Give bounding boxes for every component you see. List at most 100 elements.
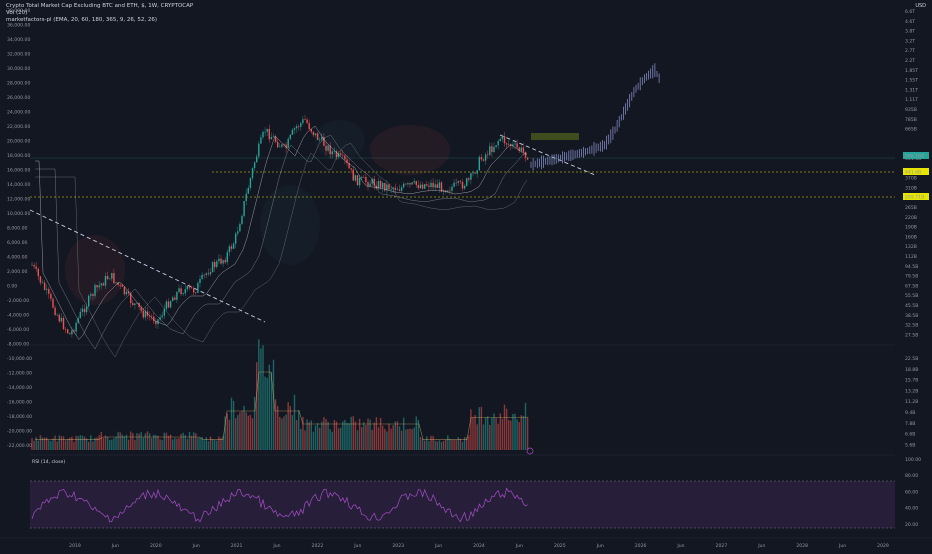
symbol-title[interactable]: Crypto Total Market Cap Excluding BTC an… <box>6 3 194 9</box>
volume-bar <box>85 438 88 450</box>
volume-bar <box>90 435 92 450</box>
candle-body <box>67 329 69 334</box>
candle-body <box>289 134 291 139</box>
candle-body <box>260 137 262 144</box>
candle-body <box>457 181 459 183</box>
volume-bar <box>104 435 107 450</box>
candle-body <box>228 246 231 253</box>
candle-body <box>151 316 153 317</box>
volume-bar <box>438 440 441 450</box>
candle-body <box>333 151 336 152</box>
volume-bar <box>138 433 140 450</box>
ichimoku-cloud <box>260 185 320 265</box>
volume-bar <box>142 437 144 450</box>
candle-body <box>148 315 151 317</box>
volume-bar <box>442 440 445 450</box>
candle-body <box>354 175 357 181</box>
time-axis-label: Jun <box>596 543 604 549</box>
left-axis-label: -12,000.00 <box>7 371 32 377</box>
volume-bar <box>207 441 210 450</box>
left-axis-label: -4,000.00 <box>7 313 29 319</box>
volume-bar <box>365 425 367 450</box>
candle-body <box>90 294 92 296</box>
candle-body <box>327 145 329 151</box>
candle-body <box>300 123 302 127</box>
volume-bar <box>434 440 436 450</box>
volume-axis-label: 18.8B <box>905 367 918 373</box>
volume-bar <box>167 435 170 450</box>
candle-body <box>316 133 319 140</box>
volume-bar <box>83 436 86 450</box>
candle-body <box>514 143 516 145</box>
volume-bar <box>119 432 121 450</box>
left-axis-label: -8,000.00 <box>7 342 29 348</box>
candle-body <box>335 151 338 157</box>
volume-bar <box>348 423 350 450</box>
left-axis-label: 14,000.00 <box>7 182 30 188</box>
volume-bar <box>319 427 321 450</box>
candle-body <box>356 175 359 186</box>
volume-bar <box>43 437 46 450</box>
candle-body <box>308 123 310 130</box>
volume-bar <box>109 439 111 450</box>
volume-bar <box>497 423 499 450</box>
volume-bar <box>165 432 168 450</box>
candle-body <box>365 177 367 183</box>
volume-bar <box>35 437 37 450</box>
price-axis-label: 38.5B <box>905 313 918 319</box>
volume-bar <box>400 430 403 450</box>
volume-bar <box>159 439 161 450</box>
target-zone <box>531 133 579 140</box>
volume-bars <box>31 339 529 450</box>
candle-body <box>119 285 121 286</box>
volume-bar <box>226 413 228 450</box>
volume-bar <box>289 406 291 450</box>
volume-bar <box>98 435 100 450</box>
candle-body <box>505 143 508 145</box>
volume-bar <box>60 436 63 450</box>
candle-body <box>295 126 298 129</box>
candle-body <box>94 285 96 296</box>
volume-bar <box>350 416 352 450</box>
candle-body <box>522 147 525 152</box>
left-axis-label: -14,000.00 <box>7 385 32 391</box>
time-axis-label: Jun <box>192 543 200 549</box>
volume-bar <box>505 408 508 450</box>
volume-bar <box>476 424 478 450</box>
candle-body <box>426 184 428 186</box>
candle-body <box>243 201 245 216</box>
candle-body <box>83 308 86 313</box>
rsi-label[interactable]: RSI (14, close) <box>32 460 66 465</box>
volume-bar <box>388 423 390 450</box>
volume-bar <box>214 440 216 450</box>
currency-label[interactable]: USD <box>915 3 926 9</box>
candle-body <box>455 182 457 184</box>
volume-bar <box>222 436 224 450</box>
candle-body <box>104 276 107 286</box>
candle-body <box>512 144 514 147</box>
volume-bar <box>447 435 449 450</box>
volume-bar <box>270 372 273 450</box>
volume-bar <box>67 438 69 450</box>
candle-body <box>489 146 491 155</box>
candle-body <box>167 301 170 308</box>
candle-body <box>463 185 466 189</box>
volume-bar <box>480 406 483 450</box>
volume-bar <box>482 424 485 450</box>
candle-body <box>48 288 50 294</box>
volume-bar <box>291 415 294 450</box>
price-axis-label: 132B <box>905 244 917 250</box>
volume-bar <box>71 436 73 450</box>
volume-bar <box>363 422 365 450</box>
candle-body <box>369 183 371 187</box>
candle-body <box>468 178 470 180</box>
volume-bar <box>188 431 191 450</box>
ema-indicator-label[interactable]: marketfactors-pl (EMA, 20, 60, 180, 365,… <box>6 17 157 23</box>
candle-body <box>211 262 214 273</box>
volume-bar <box>241 410 243 450</box>
volume-indicator-label[interactable]: Vol (20) <box>6 10 28 16</box>
candle-body <box>169 301 172 308</box>
volume-bar <box>94 437 96 450</box>
